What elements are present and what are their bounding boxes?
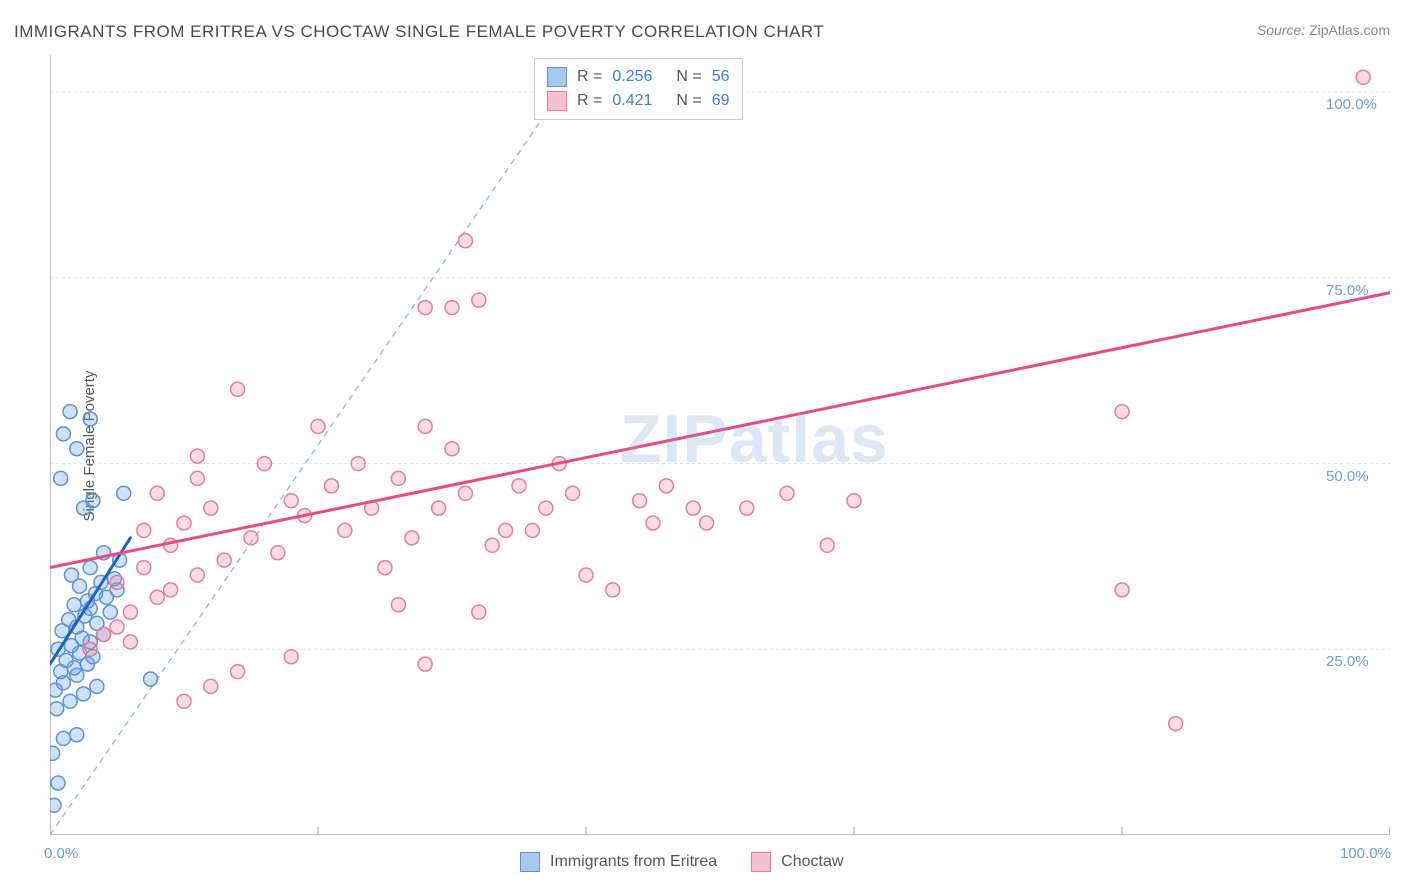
- source-label: Source:: [1257, 22, 1305, 38]
- legend-swatch: [547, 67, 567, 87]
- y-tick-label: 100.0%: [1326, 96, 1377, 113]
- y-tick-label: 50.0%: [1326, 468, 1369, 485]
- legend-row: R = 0.256 N = 56: [547, 65, 730, 89]
- legend-n-value: 69: [712, 92, 730, 110]
- legend-n-label: N =: [676, 68, 701, 86]
- x-tick-label: 100.0%: [1340, 845, 1391, 862]
- legend-n-value: 56: [712, 68, 730, 86]
- series-legend: Immigrants from Eritrea Choctaw: [520, 852, 867, 872]
- legend-series-name: Immigrants from Eritrea: [550, 853, 717, 871]
- legend-r-label: R =: [577, 92, 602, 110]
- source-credit: Source: ZipAtlas.com: [1257, 22, 1390, 38]
- correlation-legend: R = 0.256 N = 56 R = 0.421 N = 69: [534, 58, 743, 120]
- source-value: ZipAtlas.com: [1309, 22, 1390, 38]
- legend-r-label: R =: [577, 68, 602, 86]
- legend-r-value: 0.421: [612, 92, 652, 110]
- chart-title: IMMIGRANTS FROM ERITREA VS CHOCTAW SINGL…: [14, 22, 824, 42]
- legend-swatch: [520, 852, 540, 872]
- legend-series-name: Choctaw: [781, 853, 843, 871]
- y-tick-label: 25.0%: [1326, 653, 1369, 670]
- legend-n-label: N =: [676, 92, 701, 110]
- x-tick-label: 0.0%: [44, 845, 78, 862]
- plot-area: [50, 55, 1390, 835]
- scatter-chart: [50, 55, 1390, 835]
- y-tick-label: 75.0%: [1326, 282, 1369, 299]
- legend-r-value: 0.256: [612, 68, 652, 86]
- legend-swatch: [751, 852, 771, 872]
- legend-swatch: [547, 91, 567, 111]
- legend-row: R = 0.421 N = 69: [547, 89, 730, 113]
